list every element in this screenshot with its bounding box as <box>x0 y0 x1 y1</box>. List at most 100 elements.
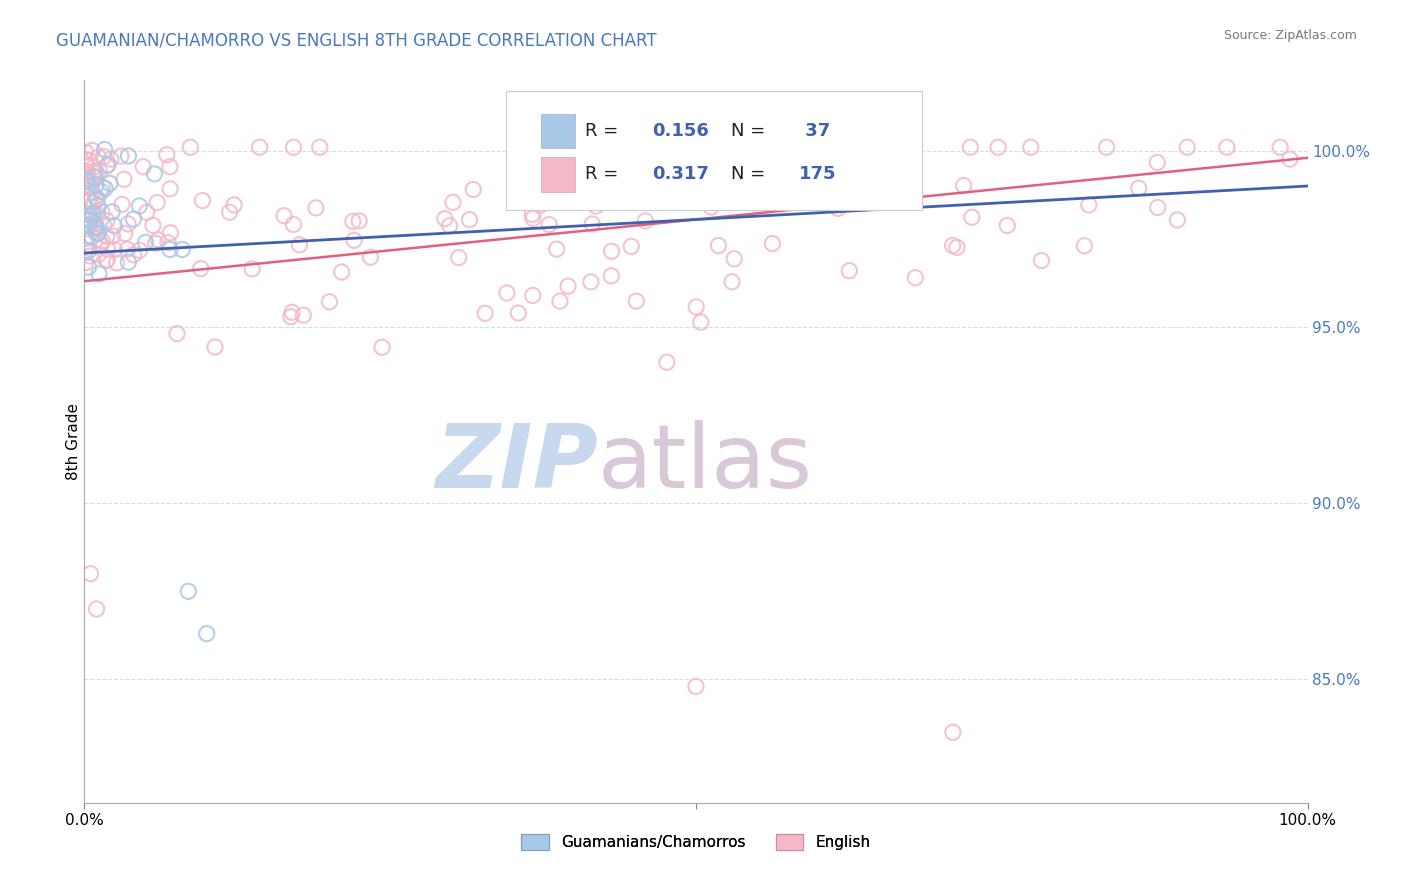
Point <box>75 219 97 233</box>
Point <box>589 181 612 195</box>
Point <box>77 244 100 258</box>
Point <box>101 229 124 244</box>
Text: R =: R = <box>585 165 624 183</box>
Point <box>463 182 485 196</box>
Point <box>700 200 723 214</box>
Point <box>179 140 201 154</box>
Point <box>827 202 849 216</box>
Point <box>84 164 107 178</box>
Legend: Guamanians/Chamorros, English: Guamanians/Chamorros, English <box>515 829 877 856</box>
Point <box>79 218 101 232</box>
Point <box>79 213 101 227</box>
Point <box>86 206 108 220</box>
Point <box>77 260 100 275</box>
Point <box>946 240 969 254</box>
Point <box>84 189 107 203</box>
Point <box>626 294 648 309</box>
Point <box>343 233 366 247</box>
Point <box>89 164 111 178</box>
Point <box>76 175 98 189</box>
Point <box>761 236 783 251</box>
Point <box>522 207 544 221</box>
Point <box>82 165 104 179</box>
Point <box>75 211 97 226</box>
Point <box>112 172 135 186</box>
Point <box>135 235 157 250</box>
Point <box>240 261 263 276</box>
Point <box>707 238 730 252</box>
Point <box>292 308 315 322</box>
Point <box>441 195 464 210</box>
Point <box>224 198 246 212</box>
Point <box>281 305 304 319</box>
Point <box>508 306 530 320</box>
Point <box>676 177 699 191</box>
Point <box>1128 181 1150 195</box>
Bar <box>541 157 575 192</box>
Point <box>117 217 139 231</box>
Point <box>91 205 114 219</box>
Point <box>305 201 328 215</box>
Point <box>96 253 118 268</box>
Point <box>683 145 706 160</box>
Point <box>79 208 101 222</box>
Text: GUAMANIAN/CHAMORRO VS ENGLISH 8TH GRADE CORRELATION CHART: GUAMANIAN/CHAMORRO VS ENGLISH 8TH GRADE … <box>56 31 657 49</box>
Point <box>82 230 104 244</box>
Point <box>96 229 118 244</box>
Point <box>1278 152 1301 166</box>
Point <box>75 153 97 168</box>
Point <box>82 160 104 174</box>
Point <box>86 227 108 241</box>
Point <box>77 219 100 234</box>
Point <box>91 234 114 248</box>
Point <box>145 236 167 251</box>
Point <box>474 306 496 320</box>
Point <box>128 199 150 213</box>
Point <box>773 140 796 154</box>
Point <box>90 185 112 199</box>
Point <box>960 211 983 225</box>
Text: ZIP: ZIP <box>436 420 598 507</box>
Point <box>496 285 519 300</box>
Point <box>1073 239 1095 253</box>
Point <box>689 315 711 329</box>
Point <box>585 199 607 213</box>
Point <box>249 140 271 154</box>
Point <box>283 140 305 154</box>
Point <box>86 221 108 235</box>
Point <box>84 216 107 230</box>
Point <box>1270 140 1292 154</box>
Point <box>191 194 214 208</box>
Point <box>86 193 108 207</box>
Point <box>1031 253 1053 268</box>
Point <box>172 243 194 257</box>
Y-axis label: 8th Grade: 8th Grade <box>66 403 80 480</box>
Point <box>79 249 101 263</box>
Text: 0.156: 0.156 <box>652 122 709 140</box>
Point <box>581 217 603 231</box>
Point <box>589 168 612 182</box>
Point <box>177 584 200 599</box>
Point <box>84 178 107 192</box>
Text: N =: N = <box>731 165 772 183</box>
Point <box>159 226 181 240</box>
Point <box>146 195 169 210</box>
Point <box>117 149 139 163</box>
Point <box>634 214 657 228</box>
Point <box>77 213 100 227</box>
Point <box>75 173 97 187</box>
Point <box>87 150 110 164</box>
Point <box>84 170 107 185</box>
Point <box>522 288 544 302</box>
Point <box>538 218 561 232</box>
Point <box>942 238 965 252</box>
Point <box>76 159 98 173</box>
Point <box>1095 140 1118 154</box>
Point <box>111 197 134 211</box>
Point <box>159 243 181 257</box>
Point <box>122 212 145 227</box>
Point <box>721 275 744 289</box>
Point <box>884 188 907 202</box>
Point <box>987 140 1010 154</box>
Point <box>79 153 101 168</box>
